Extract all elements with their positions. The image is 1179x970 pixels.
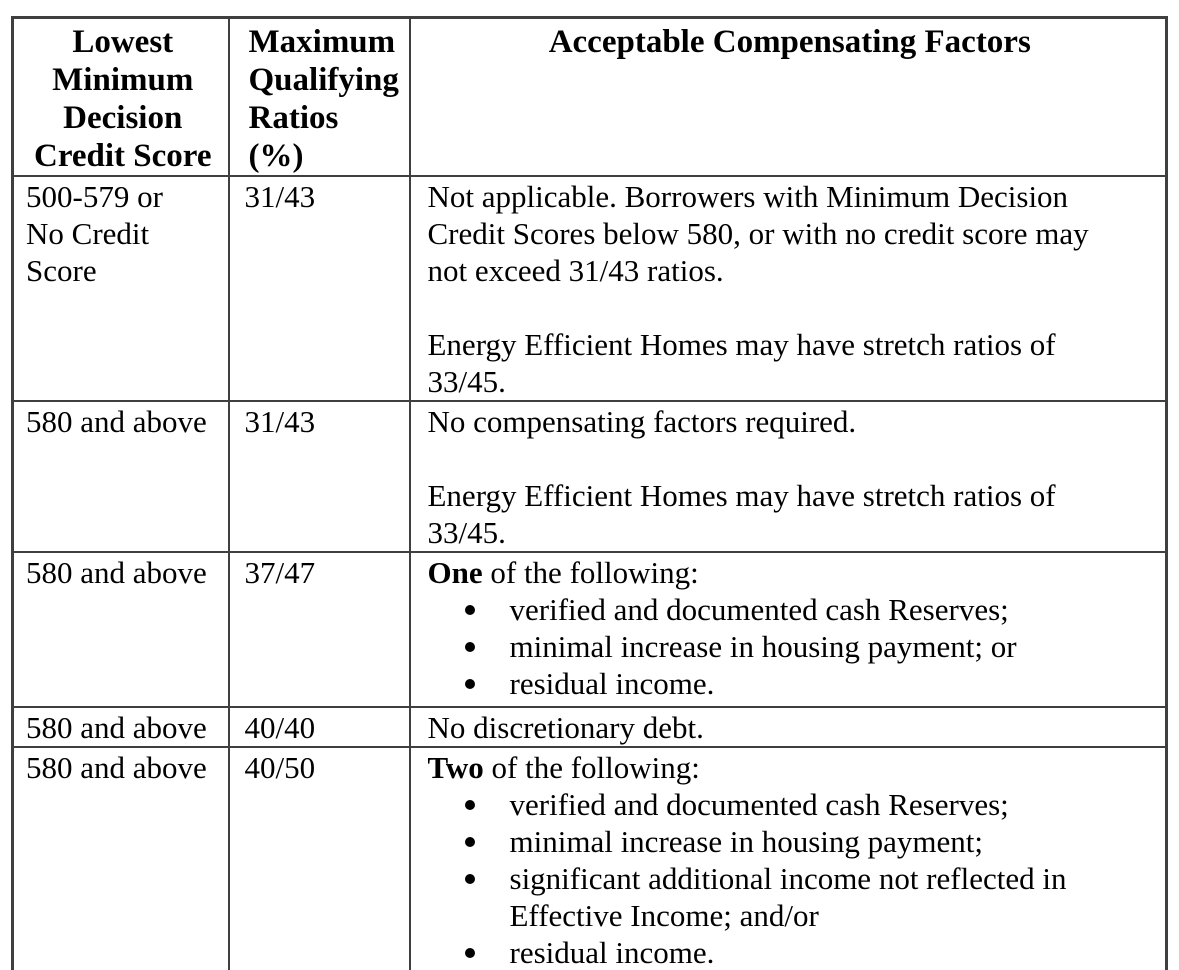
qualifying-ratios-table: Lowest Minimum Decision Credit Score Max… <box>11 16 1168 970</box>
factors-intro-rest: of the following: <box>482 555 699 590</box>
header-row: Lowest Minimum Decision Credit Score Max… <box>11 16 1168 177</box>
factors-intro-bold: Two <box>427 750 484 785</box>
cell-compensating-factors: No discretionary debt. <box>408 706 1168 748</box>
table-row: 580 and above 40/50 Two of the following… <box>11 746 1168 970</box>
bullet-item: residual income. <box>428 934 1158 970</box>
cell-credit-score: 580 and above <box>11 706 230 748</box>
column-header-qualifying-ratios: Maximum Qualifying Ratios (%) <box>227 16 411 177</box>
bullet-icon <box>464 800 475 810</box>
bullet-icon <box>464 605 475 615</box>
bullet-icon <box>464 948 475 958</box>
bullet-item: minimal increase in housing payment; <box>428 823 1158 860</box>
bullet-icon <box>464 679 475 689</box>
factors-intro: Two of the following: <box>428 749 1158 786</box>
table-row: 580 and above 37/47 One of the following… <box>11 551 1168 708</box>
bullet-text: significant additional income not reflec… <box>509 861 1067 933</box>
column-header-compensating-factors: Acceptable Compensating Factors <box>408 16 1168 177</box>
bullet-text: minimal increase in housing payment; <box>509 824 984 859</box>
factors-intro: One of the following: <box>428 554 1158 591</box>
bullet-text: residual income. <box>509 666 715 701</box>
cell-credit-score: 580 and above <box>11 746 230 970</box>
factors-intro-rest: of the following: <box>483 750 700 785</box>
cell-compensating-factors: Two of the following: verified and docum… <box>408 746 1168 970</box>
cell-credit-score: 580 and above <box>11 400 230 553</box>
factors-paragraph: Not applicable. Borrowers with Minimum D… <box>427 179 1089 399</box>
bullet-item: residual income. <box>428 665 1158 702</box>
factors-intro-bold: One <box>427 555 483 590</box>
column-header-credit-score: Lowest Minimum Decision Credit Score <box>11 16 230 177</box>
factors-paragraph: No compensating factors required. Energy… <box>427 404 1056 550</box>
table-row: 580 and above 40/40 No discretionary deb… <box>11 706 1168 748</box>
bullet-item: significant additional income not reflec… <box>428 860 1158 934</box>
bullet-list: verified and documented cash Reserves; m… <box>428 591 1158 702</box>
bullet-icon <box>464 874 475 884</box>
cell-compensating-factors: Not applicable. Borrowers with Minimum D… <box>408 175 1168 402</box>
bullet-icon <box>464 837 475 847</box>
bullet-text: verified and documented cash Reserves; <box>509 787 1009 822</box>
bullet-text: residual income. <box>509 935 715 970</box>
cell-qualifying-ratio: 37/47 <box>227 551 411 708</box>
bullet-list: verified and documented cash Reserves; m… <box>428 786 1158 970</box>
bullet-item: verified and documented cash Reserves; <box>428 786 1158 823</box>
cell-qualifying-ratio: 31/43 <box>227 175 411 402</box>
factors-paragraph: No discretionary debt. <box>427 710 704 745</box>
cell-credit-score: 500-579 or No Credit Score <box>11 175 230 402</box>
cell-credit-score: 580 and above <box>11 551 230 708</box>
cell-qualifying-ratio: 31/43 <box>227 400 411 553</box>
bullet-icon <box>464 642 475 652</box>
table-row: 580 and above 31/43 No compensating fact… <box>11 400 1168 553</box>
cell-compensating-factors: One of the following: verified and docum… <box>408 551 1168 708</box>
cell-qualifying-ratio: 40/50 <box>227 746 411 970</box>
table-row: 500-579 or No Credit Score 31/43 Not app… <box>11 175 1168 402</box>
bullet-item: verified and documented cash Reserves; <box>428 591 1158 628</box>
bullet-item: minimal increase in housing payment; or <box>428 628 1158 665</box>
cell-qualifying-ratio: 40/40 <box>227 706 411 748</box>
bullet-text: verified and documented cash Reserves; <box>509 592 1009 627</box>
cell-compensating-factors: No compensating factors required. Energy… <box>408 400 1168 553</box>
bullet-text: minimal increase in housing payment; or <box>509 629 1017 664</box>
